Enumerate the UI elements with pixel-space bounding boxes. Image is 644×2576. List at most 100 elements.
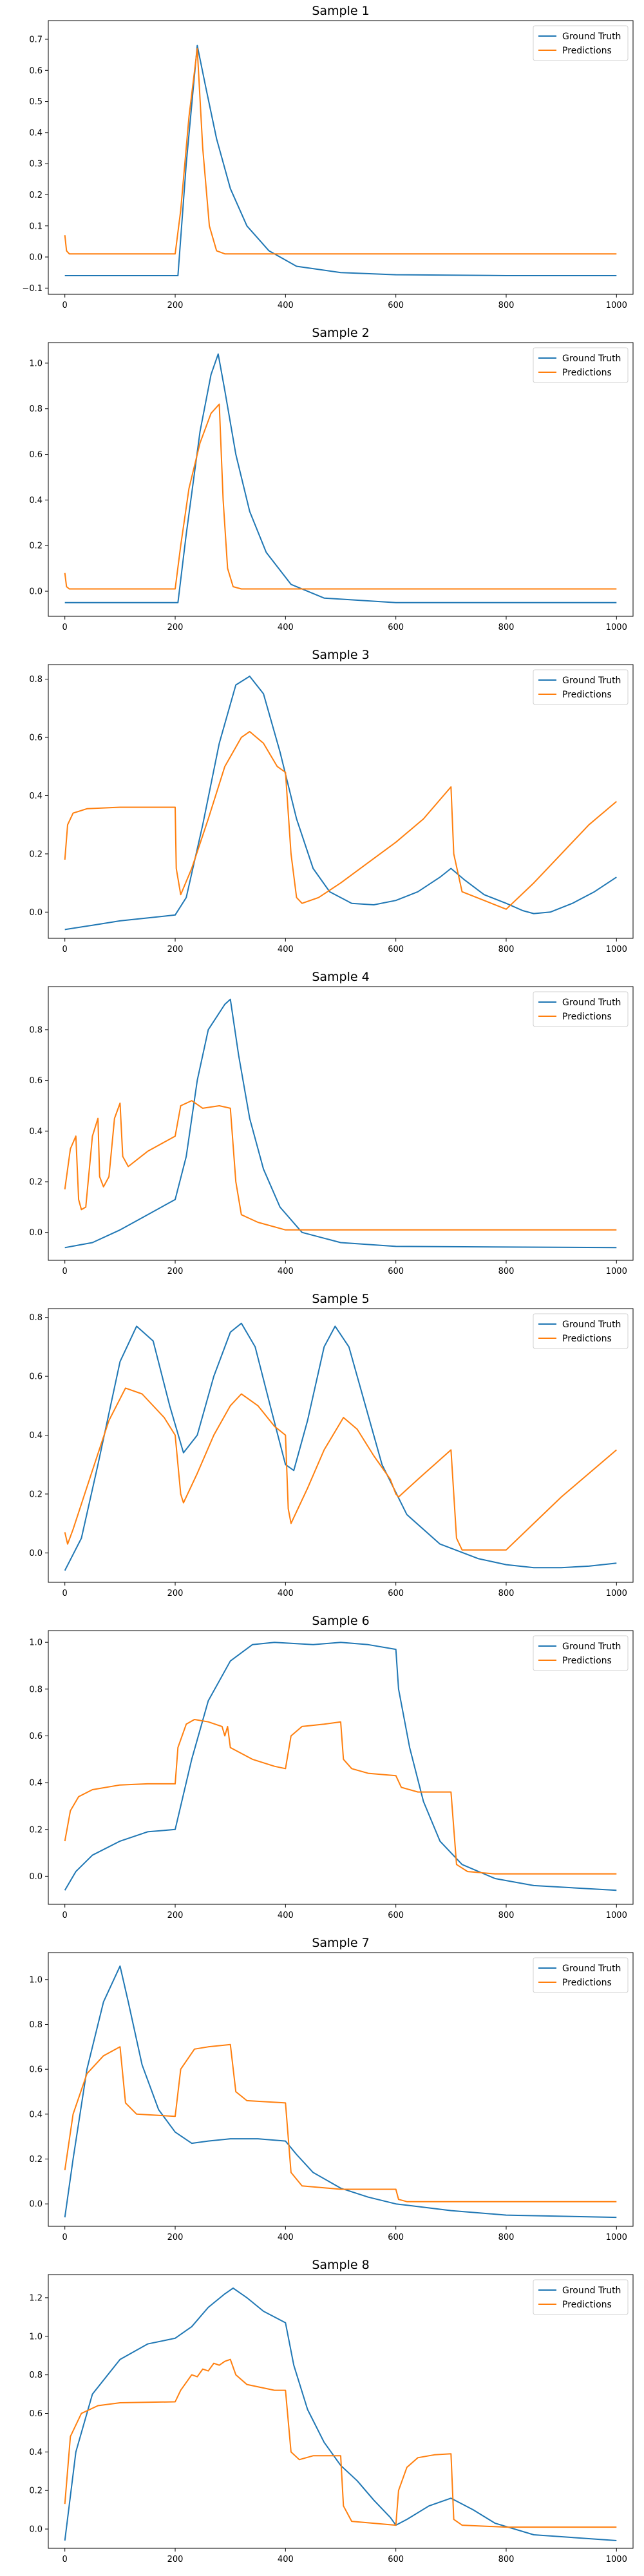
series-line-ground-truth [64, 1322, 617, 1571]
y-tick-label: 1.0 [29, 2332, 43, 2342]
legend-box [533, 991, 629, 1027]
x-tick-label: 0 [62, 2555, 68, 2564]
x-tick-label: 800 [498, 1267, 515, 1276]
axes-frame [48, 1308, 634, 1583]
chart-panel-2: Sample 2 0 200 400 600 800 1000 0.0 0.2 0.4 0.6 0.8… [29, 326, 634, 632]
y-tick-label: 0.4 [29, 2448, 43, 2458]
legend-label: Predictions [562, 1334, 612, 1344]
x-tick-label: 200 [167, 301, 184, 310]
series-line-ground-truth [64, 998, 617, 1249]
x-tick-label: 1000 [606, 1589, 627, 1598]
y-tick-label: 0.0 [29, 1228, 43, 1238]
x-tick-label: 800 [498, 623, 515, 632]
series-line-predictions [64, 2358, 617, 2528]
x-tick-label: 1000 [606, 2233, 627, 2242]
series-group [64, 44, 617, 276]
chart-panel-8: Sample 8 0 200 400 600 800 1000 0.0 0.2 0.4 0.6 0.8… [29, 2258, 634, 2564]
y-tick-label: 0.6 [29, 734, 43, 743]
series-group [64, 2287, 617, 2541]
y-tick-label: 0.2 [29, 1490, 43, 1499]
legend-box [533, 347, 629, 383]
legend-label: Predictions [562, 368, 612, 378]
chart-title: Sample 4 [312, 970, 369, 984]
series-line-ground-truth [64, 676, 617, 931]
y-tick-label: 0.8 [29, 1313, 43, 1323]
legend: Ground Truth Predictions [533, 347, 629, 383]
legend-label: Predictions [562, 46, 612, 56]
y-tick-label: 0.0 [29, 1549, 43, 1558]
series-group [64, 353, 617, 603]
legend-label: Predictions [562, 2300, 612, 2310]
legend: Ground Truth Predictions [533, 669, 629, 705]
y-tick-label: 0.8 [29, 404, 43, 414]
x-tick-label: 1000 [606, 1267, 627, 1276]
legend-label: Predictions [562, 1656, 612, 1666]
y-tick-label: 0.0 [29, 1872, 43, 1882]
series-line-predictions [64, 1387, 617, 1551]
legend-box [533, 1957, 629, 1993]
series-line-predictions [64, 403, 617, 590]
y-tick-label: 0.5 [29, 97, 43, 107]
x-tick-label: 200 [167, 1911, 184, 1920]
y-tick-label: 0.4 [29, 791, 43, 801]
y-tick-label: 0.8 [29, 1685, 43, 1694]
x-tick-label: 600 [388, 1911, 404, 1920]
chart-panel-3: Sample 3 0 200 400 600 800 1000 0.0 0.2 0.4 0.6 0.8… [29, 648, 634, 954]
legend-box [533, 25, 629, 61]
y-tick-label: 0.6 [29, 2409, 43, 2419]
y-tick-label: 0.2 [29, 2486, 43, 2496]
y-tick-label: 0.0 [29, 253, 43, 263]
y-tick-label: 1.0 [29, 359, 43, 368]
legend-label: Ground Truth [562, 32, 621, 42]
chart-panel-7: Sample 7 0 200 400 600 800 1000 0.0 0.2 0.4 0.6 0.8… [29, 1936, 634, 2242]
y-tick-label: 0.6 [29, 1732, 43, 1741]
x-tick-label: 0 [62, 301, 68, 310]
legend-box [533, 1635, 629, 1671]
x-tick-label: 400 [278, 2233, 294, 2242]
chart-title: Sample 2 [312, 326, 369, 340]
legend-label: Ground Truth [562, 1320, 621, 1330]
x-tick-label: 0 [62, 2233, 68, 2242]
x-tick-label: 600 [388, 2233, 404, 2242]
x-tick-label: 600 [388, 2555, 404, 2564]
series-group [64, 676, 617, 931]
legend-label: Ground Truth [562, 2286, 621, 2296]
legend: Ground Truth Predictions [533, 1635, 629, 1671]
x-tick-label: 400 [278, 2555, 294, 2564]
legend-label: Ground Truth [562, 1642, 621, 1652]
y-tick-label: 0.0 [29, 587, 43, 597]
x-tick-label: 0 [62, 623, 68, 632]
y-tick-label: 0.4 [29, 1779, 43, 1788]
y-tick-label: 0.8 [29, 2371, 43, 2380]
legend-label: Ground Truth [562, 998, 621, 1008]
axes-frame [48, 986, 634, 1261]
y-tick-label: 1.0 [29, 1638, 43, 1648]
series-line-predictions [64, 1719, 617, 1875]
y-tick-label: 0.4 [29, 2110, 43, 2119]
x-tick-label: 0 [62, 1911, 68, 1920]
x-tick-label: 400 [278, 623, 294, 632]
y-tick-label: 0.8 [29, 1025, 43, 1035]
legend-label: Predictions [562, 690, 612, 700]
legend-label: Predictions [562, 1012, 612, 1022]
y-tick-label: 0.4 [29, 1127, 43, 1137]
legend-box [533, 1313, 629, 1349]
x-tick-label: 200 [167, 623, 184, 632]
x-tick-label: 1000 [606, 2555, 627, 2564]
y-tick-label: 0.4 [29, 128, 43, 138]
series-line-ground-truth [64, 44, 617, 276]
x-tick-label: 800 [498, 1589, 515, 1598]
series-line-predictions [64, 2043, 617, 2202]
series-line-ground-truth [64, 2287, 617, 2541]
y-tick-label: 0.6 [29, 2065, 43, 2075]
legend-label: Predictions [562, 1978, 612, 1988]
x-tick-label: 800 [498, 1911, 515, 1920]
chart-panel-4: Sample 4 0 200 400 600 800 1000 0.0 0.2 0.4 0.6 0.8… [29, 970, 634, 1276]
y-tick-label: 0.6 [29, 66, 43, 76]
series-group [64, 998, 617, 1249]
axes-frame [48, 1952, 634, 2227]
x-tick-label: 0 [62, 1267, 68, 1276]
y-tick-label: 0.6 [29, 1076, 43, 1086]
x-tick-label: 400 [278, 1911, 294, 1920]
